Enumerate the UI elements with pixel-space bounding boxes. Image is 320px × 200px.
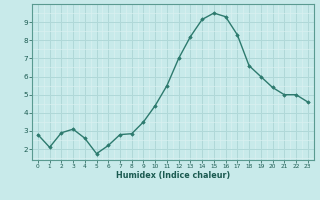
X-axis label: Humidex (Indice chaleur): Humidex (Indice chaleur) — [116, 171, 230, 180]
